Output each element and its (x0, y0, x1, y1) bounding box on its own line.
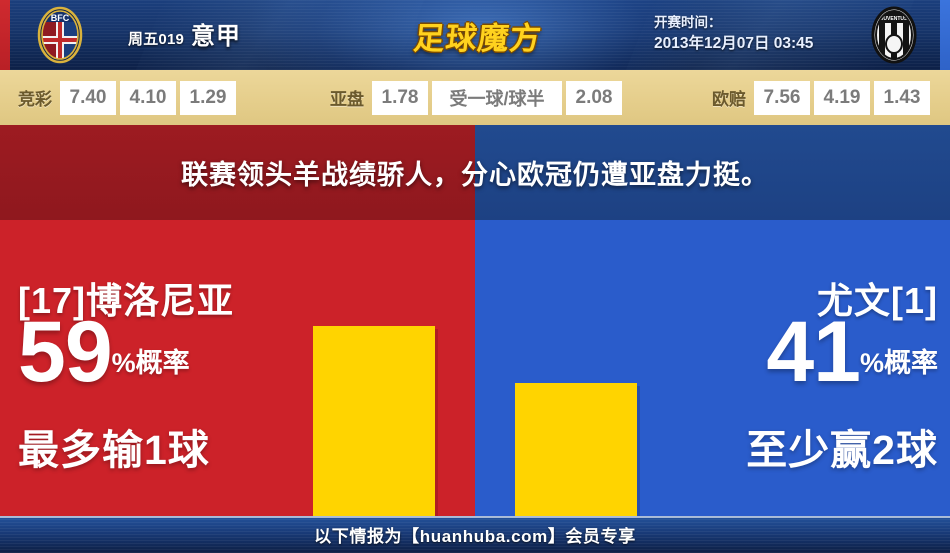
home-team-name: [17]博洛尼亚 (18, 280, 235, 321)
away-outcome-text: 至少赢2球 (746, 427, 938, 473)
odds-label-asian-handicap: 亚盘 (330, 90, 364, 109)
home-team-info: [17]博洛尼亚 59 %概率 最多输1球 (18, 220, 308, 516)
home-probability-bar (313, 326, 435, 516)
away-probability-suffix: %概率 (859, 347, 938, 378)
odds-cell-asian-handicap-line[interactable]: 受一球/球半 (432, 80, 562, 115)
svg-text:BFC: BFC (51, 13, 70, 23)
kickoff-time-block: 开赛时间： 2013年12月07日 03:45 (654, 13, 813, 55)
header-edge-red (0, 0, 10, 70)
home-outcome-text: 最多输1球 (18, 427, 210, 473)
odds-cell-european-draw[interactable]: 4.19 (814, 80, 870, 115)
away-probability-value: 41 (766, 304, 861, 400)
odds-label-jingcai: 竞彩 (18, 90, 52, 109)
footer-divider (0, 516, 950, 518)
site-logo[interactable]: 足球魔方 (404, 8, 552, 62)
site-logo-text: 足球魔方 (411, 20, 544, 56)
away-team-name: 尤文[1] (817, 280, 938, 321)
header-bar: BFC 周五019 意甲 足球魔方 开赛时间： 2013年12月07日 03:4… (0, 0, 950, 70)
odds-cell-asian-home[interactable]: 1.78 (372, 80, 428, 115)
headline-half-red (0, 125, 475, 220)
odds-label-european: 欧赔 (712, 90, 746, 109)
odds-group-jingcai: 竞彩 7.40 4.10 1.29 (18, 80, 236, 115)
odds-cell-jingcai-draw[interactable]: 4.10 (120, 80, 176, 115)
home-probability-suffix: %概率 (111, 347, 190, 378)
home-probability-value: 59 (18, 304, 113, 400)
match-info: 周五019 意甲 (128, 16, 241, 51)
odds-group-european: 欧赔 7.56 4.19 1.43 (712, 80, 930, 115)
footer-bar: 以下情报为【huanhuba.com】会员专享 (0, 516, 950, 553)
odds-cell-jingcai-home[interactable]: 7.40 (60, 80, 116, 115)
headline-half-blue (475, 125, 950, 220)
odds-cell-jingcai-away[interactable]: 1.29 (180, 80, 236, 115)
odds-cell-european-away[interactable]: 1.43 (874, 80, 930, 115)
odds-cell-european-home[interactable]: 7.56 (754, 80, 810, 115)
bologna-fc-crest-icon: BFC (32, 6, 88, 64)
odds-cell-asian-away[interactable]: 2.08 (566, 80, 622, 115)
home-probability-row: 59 %概率 (18, 304, 308, 400)
juventus-fc-crest-icon: JUVENTUS (866, 6, 922, 64)
league-name: 意甲 (191, 23, 242, 50)
kickoff-value: 2013年12月07日 03:45 (654, 34, 814, 52)
probability-chart: [17]博洛尼亚 59 %概率 最多输1球 尤文[1] 41 %概率 至少赢2球 (0, 220, 950, 516)
odds-bar: 竞彩 7.40 4.10 1.29 亚盘 1.78 受一球/球半 2.08 欧赔… (0, 70, 950, 125)
away-team-info: 尤文[1] 41 %概率 至少赢2球 (652, 220, 938, 516)
footer-membership-notice: 以下情报为【huanhuba.com】会员专享 (314, 527, 636, 546)
odds-group-asian-handicap: 亚盘 1.78 受一球/球半 2.08 (330, 80, 622, 115)
headline-text: 联赛领头羊战绩骄人，分心欧冠仍遭亚盘力挺。 (181, 160, 769, 190)
away-probability-row: 41 %概率 (652, 304, 938, 400)
away-probability-bar (515, 383, 637, 516)
header-edge-blue (940, 0, 950, 70)
kickoff-label: 开赛时间： (654, 15, 722, 30)
svg-text:JUVENTUS: JUVENTUS (881, 16, 908, 22)
match-round-label: 周五019 (128, 31, 185, 48)
headline-banner: 联赛领头羊战绩骄人，分心欧冠仍遭亚盘力挺。 (0, 125, 950, 220)
